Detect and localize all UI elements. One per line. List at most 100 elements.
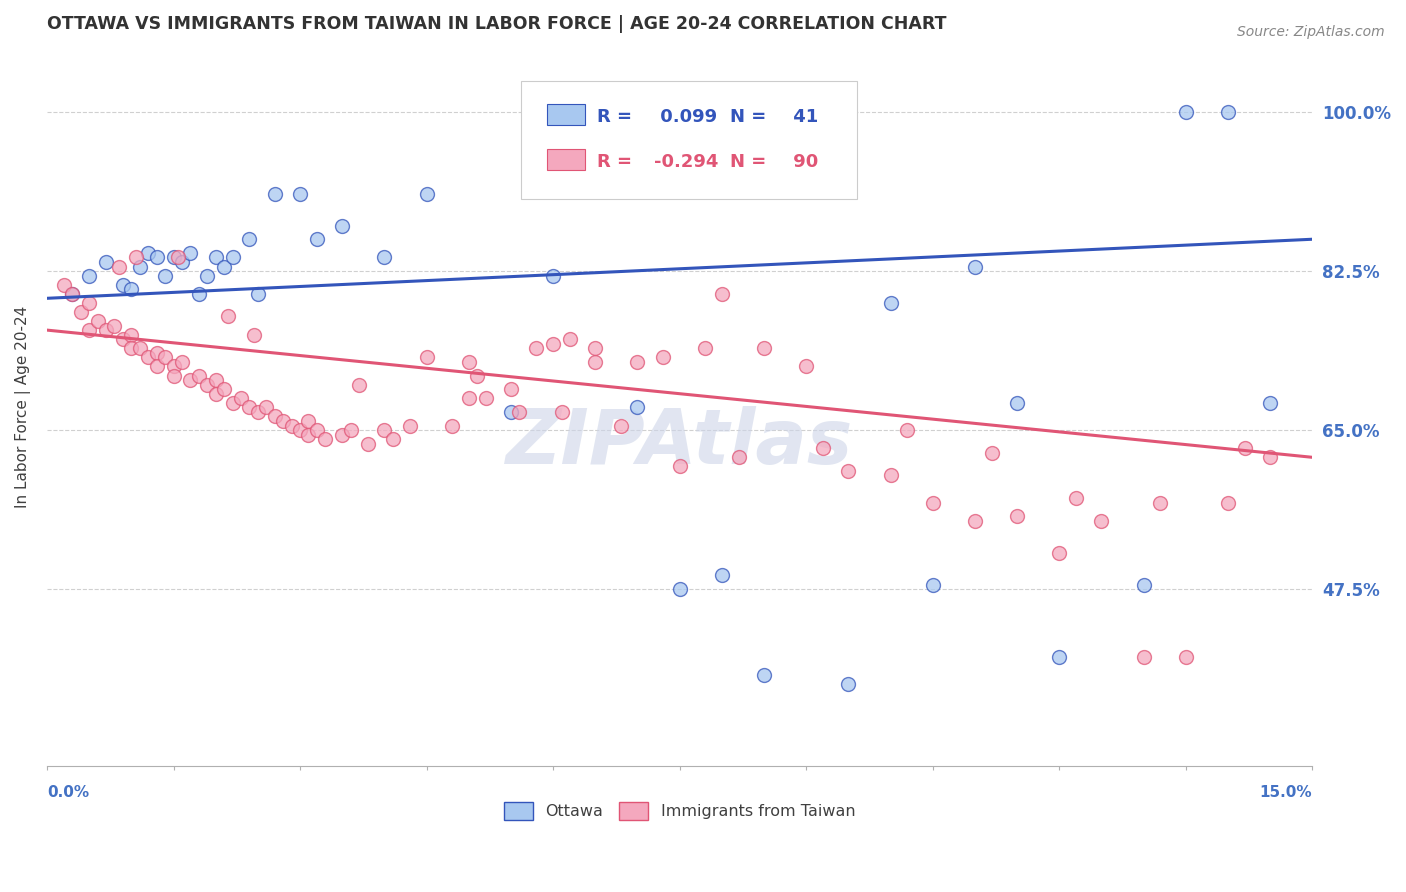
Point [508,405,530,419]
Point [440,418,463,433]
Point [288,423,311,437]
Point [710,286,733,301]
Point [195,268,218,283]
FancyBboxPatch shape [547,103,585,125]
Point [963,514,986,528]
Point [254,401,277,415]
Point [170,355,193,369]
Text: 0.099: 0.099 [654,108,717,126]
Point [1174,105,1197,120]
Point [107,260,129,274]
Point [347,377,370,392]
Point [668,582,690,596]
Point [52,277,75,292]
Point [837,677,859,691]
Point [221,396,243,410]
Point [499,382,522,396]
Point [120,282,142,296]
Point [727,450,749,465]
Point [921,577,943,591]
Point [246,286,269,301]
Point [373,423,395,437]
Point [583,341,606,355]
Point [242,327,264,342]
Point [1132,650,1154,665]
Text: Source: ZipAtlas.com: Source: ZipAtlas.com [1237,25,1385,39]
Point [124,251,146,265]
Point [1005,396,1028,410]
Point [145,346,167,360]
Point [499,405,522,419]
Point [60,286,83,301]
FancyBboxPatch shape [547,149,585,170]
Point [288,186,311,201]
Point [811,441,834,455]
Point [111,277,134,292]
Point [668,459,690,474]
FancyBboxPatch shape [522,81,856,199]
Point [280,418,302,433]
Text: R =: R = [598,108,633,126]
Point [1216,105,1239,120]
Point [541,268,564,283]
Point [94,255,117,269]
Point [381,432,404,446]
Point [550,405,572,419]
Point [204,386,226,401]
Point [120,341,142,355]
Point [626,401,648,415]
Point [415,351,437,365]
Text: N =: N = [730,108,766,126]
Point [212,260,235,274]
Point [1090,514,1112,528]
Point [921,496,943,510]
Point [330,219,353,233]
Point [162,251,184,265]
Point [837,464,859,478]
Point [457,355,479,369]
Point [162,359,184,374]
Point [145,251,167,265]
Point [963,260,986,274]
Point [128,260,150,274]
Point [86,314,108,328]
Point [212,382,235,396]
Point [693,341,716,355]
Point [1258,450,1281,465]
Point [179,245,201,260]
Point [153,351,176,365]
Point [1233,441,1256,455]
Point [1064,491,1087,506]
Point [457,391,479,405]
Point [263,186,285,201]
Point [609,418,631,433]
Point [1047,650,1070,665]
Point [879,468,901,483]
Point [195,377,218,392]
Point [111,332,134,346]
Text: 15.0%: 15.0% [1260,785,1312,800]
Point [305,423,328,437]
Point [145,359,167,374]
Point [583,355,606,369]
Point [170,255,193,269]
Point [69,305,91,319]
Point [60,286,83,301]
Point [77,268,100,283]
Point [136,351,159,365]
Point [415,186,437,201]
Point [651,351,673,365]
Point [136,245,159,260]
Point [221,251,243,265]
Text: 0.0%: 0.0% [46,785,89,800]
Point [1047,546,1070,560]
Point [187,286,209,301]
Point [896,423,918,437]
Y-axis label: In Labor Force | Age 20-24: In Labor Force | Age 20-24 [15,306,31,508]
Point [217,310,239,324]
Point [1005,509,1028,524]
Text: 90: 90 [787,153,818,170]
Point [305,232,328,246]
Text: R =: R = [598,153,633,170]
Point [187,368,209,383]
